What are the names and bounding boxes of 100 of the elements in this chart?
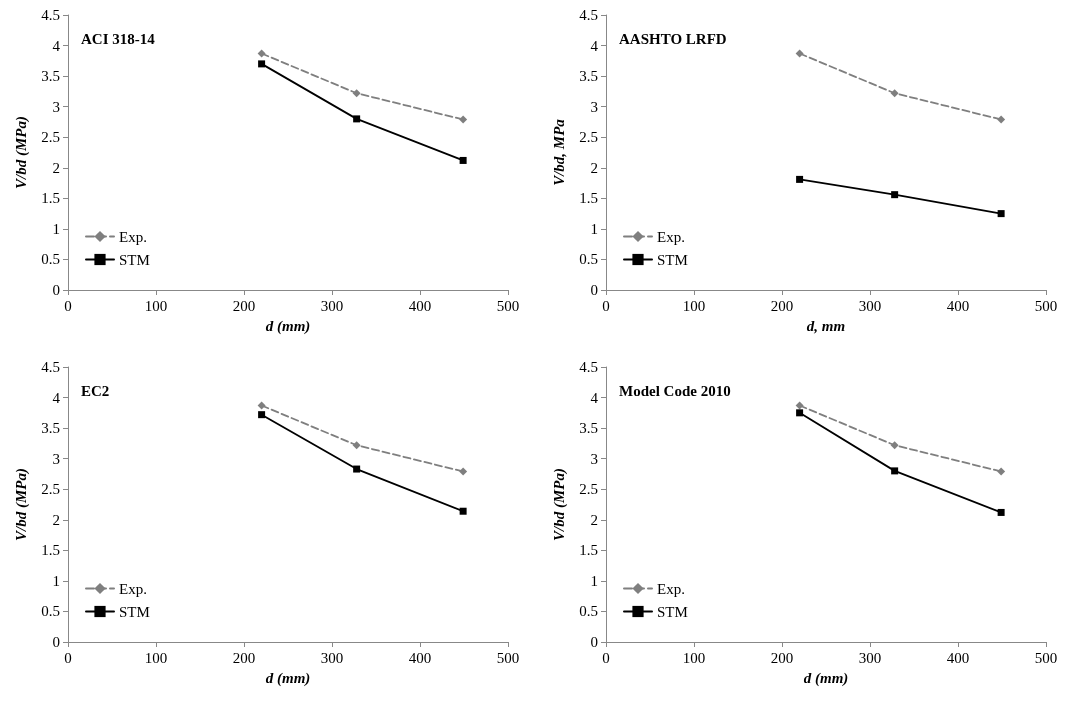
x-axis-title: d (mm)	[265, 669, 311, 687]
y-tick-label: 4.5	[579, 359, 598, 375]
y-tick-label: 2	[590, 159, 598, 176]
y-tick-label: 2	[590, 511, 598, 528]
point	[257, 401, 266, 410]
point	[258, 60, 266, 68]
y-tick-label: 1.5	[41, 542, 60, 559]
y-tick-label: 1.5	[579, 190, 598, 207]
y-axis-title: V/bd (MPa)	[12, 116, 30, 189]
point	[890, 89, 899, 98]
x-tick-label: 0	[602, 297, 610, 314]
point	[796, 175, 804, 183]
point	[997, 115, 1006, 124]
point	[997, 508, 1005, 516]
point	[795, 401, 804, 410]
x-tick-label: 100	[144, 649, 168, 666]
x-tick-label: 0	[602, 649, 610, 666]
point	[997, 210, 1005, 218]
legend-label: STM	[657, 603, 688, 620]
y-tick-label: 4	[590, 389, 599, 406]
point	[459, 507, 467, 515]
y-tick-label: 3.5	[579, 68, 598, 85]
legend-label: Exp.	[119, 228, 147, 245]
x-tick-label: 400	[946, 297, 970, 314]
y-tick-label: 0.5	[579, 603, 598, 620]
y-tick-label: 0	[52, 634, 60, 650]
y-tick-label: 3	[52, 98, 60, 115]
x-tick-label: 300	[320, 649, 344, 666]
y-tick-label: 2.5	[41, 129, 60, 146]
x-tick-label: 100	[682, 649, 706, 666]
point	[997, 467, 1006, 476]
x-tick-label: 0	[64, 649, 72, 666]
point	[795, 49, 804, 58]
y-tick-label: 4.5	[579, 7, 598, 23]
x-tick-label: 400	[946, 649, 970, 666]
y-tick-label: 4.5	[41, 7, 60, 23]
y-tick-label: 2	[52, 511, 60, 528]
y-tick-label: 4	[52, 389, 61, 406]
y-tick-label: 2.5	[579, 129, 598, 146]
x-tick-label: 200	[770, 649, 794, 666]
x-tick-label: 300	[858, 649, 882, 666]
y-tick-label: 0.5	[579, 251, 598, 268]
text: AASHTO LRFD	[619, 30, 727, 47]
text: EC2	[81, 382, 110, 399]
y-tick-label: 0.5	[41, 603, 60, 620]
y-tick-label: 4	[590, 37, 599, 54]
x-tick-label: 200	[770, 297, 794, 314]
x-axis-title: d (mm)	[803, 669, 849, 687]
y-axis-title: V/bd (MPa)	[550, 468, 568, 541]
x-tick-label: 100	[682, 297, 706, 314]
y-tick-label: 2	[52, 159, 60, 176]
x-tick-label: 500	[1034, 649, 1058, 666]
y-tick-label: 2.5	[41, 481, 60, 498]
legend-label: STM	[119, 603, 150, 620]
point	[459, 156, 467, 164]
point	[796, 409, 804, 417]
point	[353, 115, 361, 123]
x-axis-title: d (mm)	[265, 317, 311, 335]
legend-label: Exp.	[657, 228, 685, 245]
text: ACI 318-14	[81, 30, 156, 47]
point	[257, 49, 266, 58]
point	[353, 465, 361, 473]
point	[352, 441, 361, 450]
y-tick-label: 3	[590, 98, 598, 115]
y-tick-label: 0.5	[41, 251, 60, 268]
y-tick-label: 2.5	[579, 481, 598, 498]
point	[459, 115, 468, 124]
x-axis-title: d, mm	[806, 317, 846, 334]
x-tick-label: 500	[1034, 297, 1058, 314]
text: Model Code 2010	[619, 382, 731, 399]
y-tick-label: 1.5	[41, 190, 60, 207]
point	[258, 411, 266, 419]
legend-label: Exp.	[657, 580, 685, 597]
y-tick-label: 0	[590, 282, 598, 298]
point	[890, 441, 899, 450]
point	[352, 89, 361, 98]
y-tick-label: 3	[52, 450, 60, 467]
y-tick-label: 1.5	[579, 542, 598, 559]
x-tick-label: 0	[64, 297, 72, 314]
y-tick-label: 1	[590, 572, 598, 589]
y-tick-label: 0	[52, 282, 60, 298]
x-tick-label: 400	[408, 649, 432, 666]
x-tick-label: 500	[496, 297, 520, 314]
y-axis-title: V/bd (MPa)	[12, 468, 30, 541]
y-tick-label: 3.5	[41, 68, 60, 85]
x-tick-label: 100	[144, 297, 168, 314]
x-tick-label: 200	[232, 297, 256, 314]
x-tick-label: 300	[858, 297, 882, 314]
x-tick-label: 300	[320, 297, 344, 314]
point	[459, 467, 468, 476]
x-tick-label: 400	[408, 297, 432, 314]
y-tick-label: 1	[52, 220, 60, 237]
y-tick-label: 4.5	[41, 359, 60, 375]
y-tick-label: 1	[590, 220, 598, 237]
y-tick-label: 1	[52, 572, 60, 589]
legend-label: STM	[119, 251, 150, 268]
legend-label: STM	[657, 251, 688, 268]
y-axis-title: V/bd, MPa	[550, 118, 567, 186]
y-tick-label: 4	[52, 37, 61, 54]
x-tick-label: 200	[232, 649, 256, 666]
